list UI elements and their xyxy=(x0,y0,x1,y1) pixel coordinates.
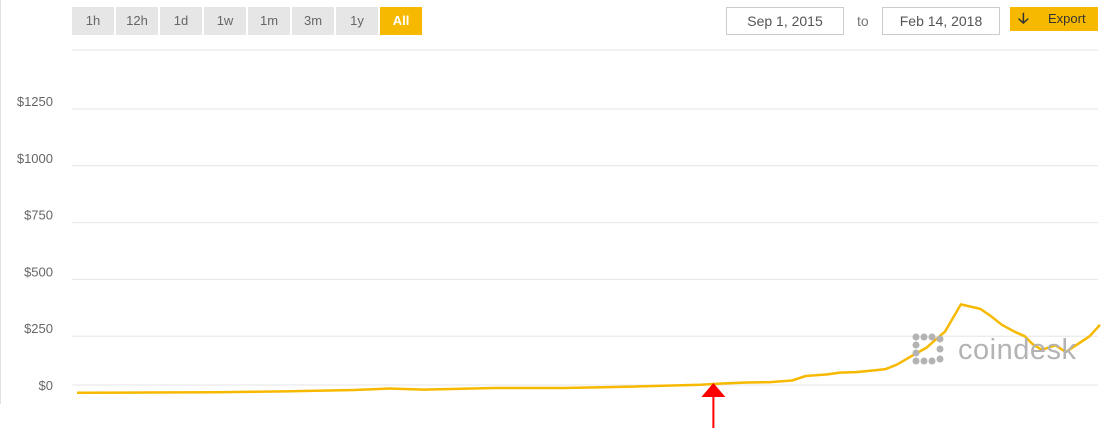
range-button-12h[interactable]: 12h xyxy=(116,7,158,35)
y-tick-label: $1000 xyxy=(17,151,53,166)
export-button[interactable]: 🡣 Export xyxy=(1010,7,1098,31)
y-tick-label: $750 xyxy=(24,208,53,223)
range-button-1y[interactable]: 1y xyxy=(336,7,378,35)
range-button-1w[interactable]: 1w xyxy=(204,7,246,35)
price-series-line xyxy=(76,303,1101,395)
coindesk-logo-icon xyxy=(912,333,944,365)
series-layer xyxy=(76,303,1101,395)
annotation-layer xyxy=(701,383,726,428)
range-button-all[interactable]: All xyxy=(380,7,422,35)
y-tick-label: $500 xyxy=(24,264,53,279)
y-tick-label: $0 xyxy=(39,378,53,393)
y-tick-label: $250 xyxy=(24,321,53,336)
export-label: Export xyxy=(1048,11,1086,26)
y-tick-label: $1250 xyxy=(17,94,53,109)
coindesk-logo-text: coindesk xyxy=(958,334,1077,366)
range-button-3m[interactable]: 3m xyxy=(292,7,334,35)
start-date-input[interactable]: Sep 1, 2015 xyxy=(726,7,844,35)
annotation-arrow-head xyxy=(701,383,726,397)
time-range-selector: 1h 12h 1d 1w 1m 3m 1y All xyxy=(72,7,422,35)
date-range-separator: to xyxy=(857,13,869,29)
range-button-1d[interactable]: 1d xyxy=(160,7,202,35)
range-button-1h[interactable]: 1h xyxy=(72,7,114,35)
range-button-1m[interactable]: 1m xyxy=(248,7,290,35)
y-axis-ticks: $0 $250 $500 $750 $1000 $1250 xyxy=(17,94,53,393)
grid-lines xyxy=(72,49,1098,386)
down-arrow-icon: 🡣 xyxy=(1018,10,1029,27)
left-border xyxy=(0,0,1,404)
end-date-input[interactable]: Feb 14, 2018 xyxy=(882,7,1000,35)
